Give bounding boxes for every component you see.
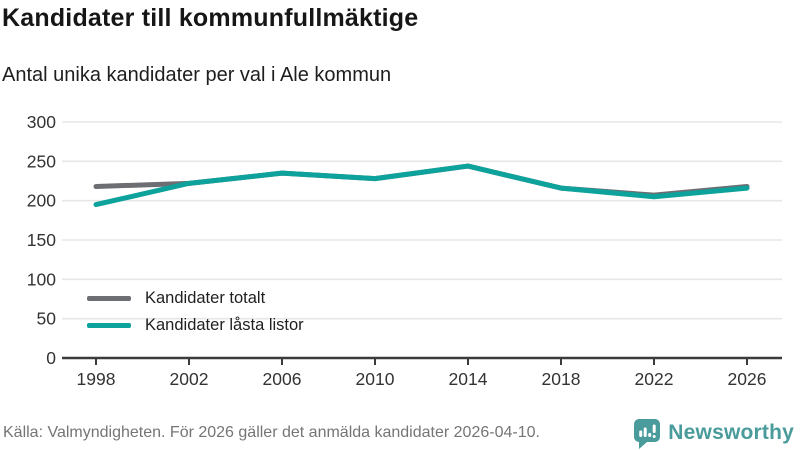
- y-tick-label: 150: [27, 230, 56, 250]
- x-tick-label: 2018: [542, 369, 581, 389]
- x-tick-label: 2002: [170, 369, 209, 389]
- chart-subtitle: Antal unika kandidater per val i Ale kom…: [2, 64, 392, 86]
- x-tick-label: 2006: [263, 369, 302, 389]
- source-note: Källa: Valmyndigheten. För 2026 gäller d…: [3, 424, 540, 441]
- series-line-1: [93, 163, 750, 208]
- gridlines: [62, 121, 782, 320]
- y-tick-label: 200: [27, 191, 56, 211]
- legend: Kandidater totalt Kandidater låsta listo…: [87, 289, 304, 335]
- brand-name: Newsworthy: [668, 421, 794, 444]
- legend-swatch-lasta-listor: [87, 323, 131, 328]
- x-tick-label: 2026: [728, 369, 767, 389]
- y-tick-label: 250: [27, 151, 56, 171]
- bar-chart-speech-bubble-icon: [634, 418, 661, 449]
- y-tick-label: 300: [27, 112, 56, 132]
- legend-item-totalt: Kandidater totalt: [87, 289, 304, 308]
- x-tick-label: 2010: [356, 369, 395, 389]
- axes: [62, 356, 782, 365]
- y-tick-label: 0: [46, 348, 56, 368]
- x-tick-label: 2022: [635, 369, 674, 389]
- y-tick-label: 100: [27, 269, 56, 289]
- legend-label-totalt: Kandidater totalt: [145, 289, 266, 307]
- x-tick-label: 1998: [77, 369, 116, 389]
- page-title: Kandidater till kommunfullmäktige: [2, 4, 419, 32]
- legend-label-lasta-listor: Kandidater låsta listor: [145, 316, 304, 334]
- newsworthy-logo: Newsworthy: [633, 418, 794, 449]
- x-tick-label: 2014: [449, 369, 488, 389]
- axis-labels: 0 50 100 150 200 250 300 1998 2002 2006 2010 2014 20…: [27, 112, 767, 389]
- series-lines: [93, 163, 750, 208]
- legend-item-lasta-listor: Kandidater låsta listor: [87, 316, 304, 335]
- chart-footer: Källa: Valmyndigheten. För 2026 gäller d…: [0, 416, 800, 450]
- y-tick-label: 50: [37, 309, 57, 329]
- legend-swatch-totalt: [87, 296, 131, 301]
